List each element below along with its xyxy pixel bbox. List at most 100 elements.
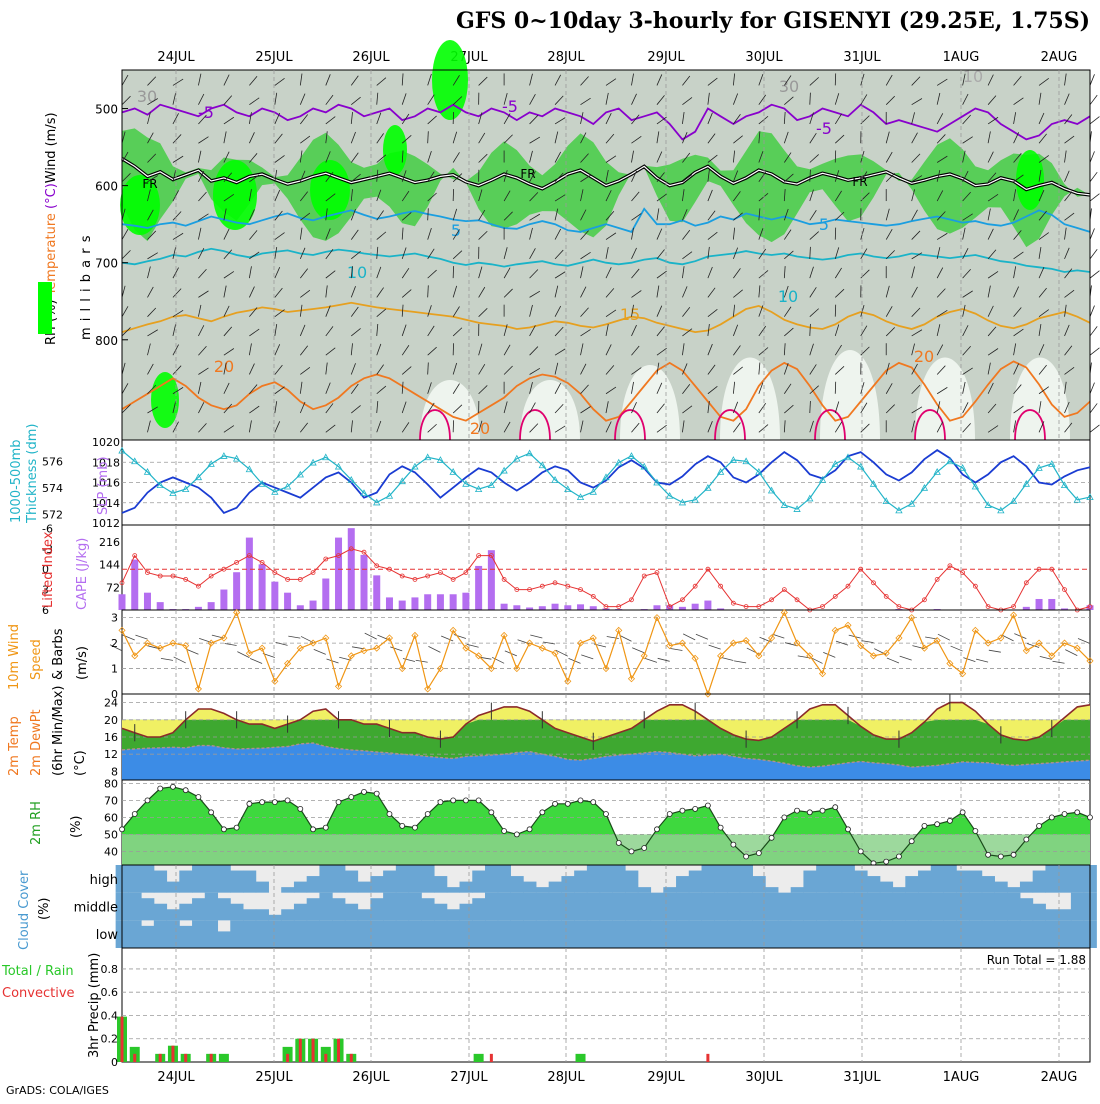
precip-convective-bar (706, 1054, 709, 1062)
cloud-cell (154, 871, 167, 893)
cloud-cell (167, 920, 180, 948)
wind-barb-10m (632, 648, 644, 653)
rh-marker (705, 803, 710, 808)
rh-marker (374, 791, 379, 796)
cape-bar (1036, 599, 1043, 610)
cloud-cell (676, 893, 689, 921)
cloud-cell (1033, 871, 1046, 893)
rh-marker (412, 825, 417, 830)
cape-bar (119, 594, 126, 610)
cloud-cell (905, 893, 918, 921)
wind-barb-10m (734, 661, 746, 663)
precip-legend-total: Total / Rain (1, 964, 74, 979)
cape-bar (259, 564, 266, 610)
temp-tick-label: 20 (104, 714, 118, 727)
cape-bar (335, 538, 342, 610)
wind-barb-10m (390, 647, 402, 651)
rh-marker (438, 800, 443, 805)
cloud-cell (638, 893, 651, 921)
cape-bar (653, 605, 660, 610)
cloud-cell (778, 920, 791, 948)
rh-marker (986, 852, 991, 857)
temp-tick-label: 12 (104, 748, 118, 761)
cloud-cell (179, 871, 192, 893)
cloud-cell (1020, 882, 1033, 893)
cape-bar (246, 538, 253, 610)
lifted-index-axis-label: Lifted Index (41, 531, 56, 608)
cloud-cell (549, 920, 562, 948)
rh-marker (680, 808, 685, 813)
cloud-cell (205, 920, 218, 948)
date-label-bottom: 31JUL (843, 1070, 881, 1085)
date-label-top: 28JUL (547, 50, 585, 65)
rh-marker (387, 812, 392, 817)
rh-marker (502, 829, 507, 834)
thickness-tick-label: 572 (42, 508, 63, 521)
rh-marker (451, 798, 456, 803)
wind-tick-label: 1 (111, 663, 118, 676)
cloud-cell (256, 920, 269, 948)
cloud-cell (498, 893, 511, 921)
contour-label: FR (142, 177, 157, 191)
rh-marker (298, 806, 303, 811)
cloud-cell (956, 893, 969, 921)
cloud-cell (332, 898, 345, 920)
precip-total-bar (219, 1054, 229, 1062)
cloud-cell (702, 920, 715, 948)
date-label-bottom: 30JUL (745, 1070, 783, 1085)
wind-barb (1090, 228, 1094, 239)
cloud-cell (600, 920, 613, 948)
rh-marker (527, 827, 532, 832)
cloud-cell (803, 871, 816, 893)
rh-tick-label: 70 (104, 794, 118, 807)
cloud-cell (510, 876, 523, 893)
wind-barb (1090, 249, 1097, 259)
cloud-cell (307, 898, 320, 920)
rh-marker (132, 812, 137, 817)
rh-marker (272, 800, 277, 805)
cape-bar (424, 594, 431, 610)
cloud-cell (536, 920, 549, 948)
cloud-cell (485, 920, 498, 948)
rh-marker (1075, 810, 1080, 815)
cloud-cell (791, 893, 804, 921)
rh-tick-label: 80 (104, 777, 118, 790)
cloud-cell (370, 898, 383, 920)
rh-marker (795, 808, 800, 813)
cloud-cell (612, 893, 625, 921)
cloud-cell (294, 920, 307, 948)
cape-bar (386, 597, 393, 610)
cloud-cell (421, 865, 434, 893)
cloud-row-label: middle (74, 901, 118, 916)
rh-axis-label: 2m RH (29, 801, 44, 845)
cape-bar (131, 560, 138, 610)
rh-saturated-patch (383, 125, 407, 175)
wind-barb (1090, 271, 1099, 278)
cloud-cell (893, 893, 906, 921)
precip-convective-bar (299, 1039, 302, 1062)
cloud-cell (956, 920, 969, 948)
contour-label: 20 (914, 347, 934, 366)
cloud-cell (549, 893, 562, 921)
rh-marker (221, 827, 226, 832)
rh-marker (158, 786, 163, 791)
run-total-annotation: Run Total = 1.88 (987, 953, 1086, 967)
rh-marker (489, 810, 494, 815)
cloud-cell (854, 893, 867, 921)
temp-axis-label: 2m Temp (7, 716, 22, 776)
cloud-cell (141, 865, 154, 893)
cloud-cell (345, 871, 358, 893)
wind-barb-10m (658, 658, 670, 661)
cloud-cell (727, 920, 740, 948)
legend-part: Wind (m/s) (44, 112, 59, 183)
rh-tick-label: 50 (104, 828, 118, 841)
cloud-cell (689, 920, 702, 948)
cloud-cell (702, 865, 715, 893)
rh-tick-label: 60 (104, 811, 118, 824)
cloud-cell (1071, 893, 1084, 921)
cloud-cell (893, 920, 906, 948)
precip-convective-bar (312, 1039, 315, 1062)
cloud-row-label: low (96, 928, 119, 943)
rh-marker (756, 851, 761, 856)
